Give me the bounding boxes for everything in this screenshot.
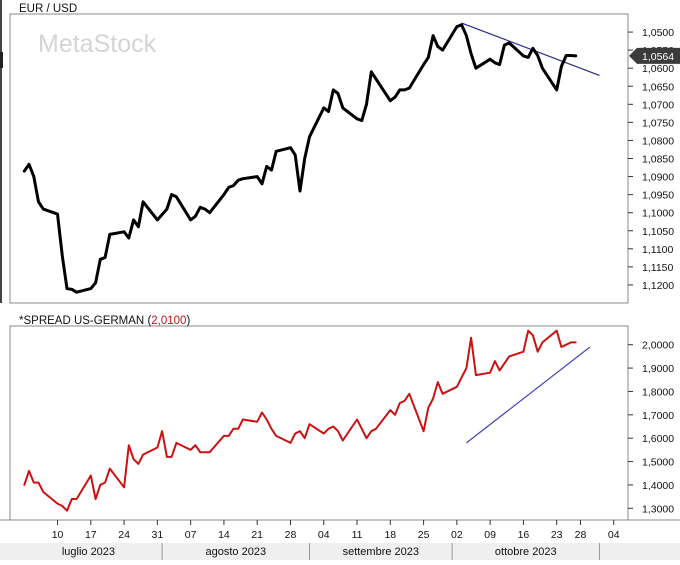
x-tick-label: 28	[575, 529, 587, 541]
spread-ytick-label: 1,4000	[642, 480, 674, 492]
spread-ytick-label: 1,5000	[642, 457, 674, 469]
x-tick-label: 04	[318, 529, 330, 541]
eurusd-series-line	[22, 23, 578, 294]
eurusd-ytick-label: 1,1100	[642, 244, 673, 256]
spread-title: *SPREAD US-GERMAN (2,0100)	[19, 315, 190, 327]
month-band	[0, 543, 680, 560]
eurusd-ytick-label: 1,0850	[642, 154, 674, 166]
spread-panel: 1,3000 1,4000 1,5000 1,6000 1,7000 1,8000 1,90…	[23, 329, 674, 515]
eurusd-trendline	[461, 22, 600, 76]
eurusd-ytick-label: 1,0950	[642, 190, 674, 202]
eurusd-ytick-label: 1,0800	[642, 135, 674, 147]
x-tick-label: 11	[352, 529, 363, 541]
spread-trendline	[466, 346, 591, 444]
eurusd-ytick-label: 1,0500	[642, 27, 674, 39]
eurusd-ytick-label: 1,0750	[642, 117, 674, 129]
x-tick-label: 04	[608, 529, 620, 541]
eurusd-ytick-label: 1,0650	[642, 81, 674, 93]
eurusd-ytick-label: 1,0700	[642, 99, 674, 111]
x-tick-label: 09	[484, 529, 496, 541]
x-tick-label: 10	[52, 529, 64, 541]
spread-ytick-label: 2,0000	[642, 340, 674, 352]
spread-title-value: 2,0100	[151, 315, 186, 327]
spread-plot-border	[9, 325, 629, 521]
eurusd-last-value-label: 1,0564	[642, 51, 674, 63]
spread-ytick-label: 1,6000	[642, 433, 674, 445]
x-tick-label: 18	[384, 529, 396, 541]
eurusd-title: EUR / USD	[19, 3, 77, 15]
month-label: luglio 2023	[62, 546, 115, 558]
x-tick-label: 24	[118, 529, 130, 541]
spread-ytick-label: 1,3000	[642, 503, 674, 515]
spread-ytick-label: 1,7000	[642, 410, 674, 422]
x-tick-label: 07	[185, 529, 197, 541]
eurusd-panel: 1,05001,05501,06001,06501,07001,07501,08…	[22, 22, 680, 294]
watermark: MetaStock	[38, 30, 157, 58]
chart-frame	[0, 0, 629, 521]
eurusd-ytick-label: 1,0600	[642, 63, 674, 75]
month-label: agosto 2023	[206, 546, 267, 558]
eurusd-ytick-label: 1,1050	[642, 226, 674, 238]
spread-title-name: *SPREAD US-GERMAN	[19, 315, 144, 327]
spread-title-open-paren: (	[144, 315, 151, 327]
x-tick-label: 25	[418, 529, 430, 541]
x-axis: 10 17 24 31 07 14 21 28 04 11 18 25 02 09 16 23 28 04 lugl…	[0, 519, 680, 560]
x-tick-label: 21	[251, 529, 263, 541]
spread-ytick-label: 1,8000	[642, 386, 674, 398]
x-tick-label: 28	[285, 529, 297, 541]
x-tick-label: 17	[85, 529, 97, 541]
spread-series-line	[23, 329, 577, 512]
left-edge-tab	[0, 52, 3, 68]
x-tick-label: 14	[218, 529, 230, 541]
x-tick-label: 31	[152, 529, 164, 541]
eurusd-last-value-flag	[629, 47, 680, 64]
eurusd-ytick-label: 1,0900	[642, 172, 674, 184]
eurusd-ytick-label: 1,1000	[642, 208, 674, 220]
spread-ytick-label: 1,9000	[642, 363, 674, 375]
x-tick-label: 02	[451, 529, 463, 541]
x-tick-label: 16	[518, 529, 530, 541]
month-label: ottobre 2023	[495, 546, 557, 558]
spread-title-close-paren: )	[186, 315, 190, 327]
left-edge-marker	[0, 0, 2, 303]
eurusd-ytick-label: 1,1200	[642, 280, 674, 292]
eurusd-ytick-label: 1,1150	[642, 262, 673, 274]
month-label: settembre 2023	[343, 546, 419, 558]
x-tick-label: 23	[551, 529, 563, 541]
